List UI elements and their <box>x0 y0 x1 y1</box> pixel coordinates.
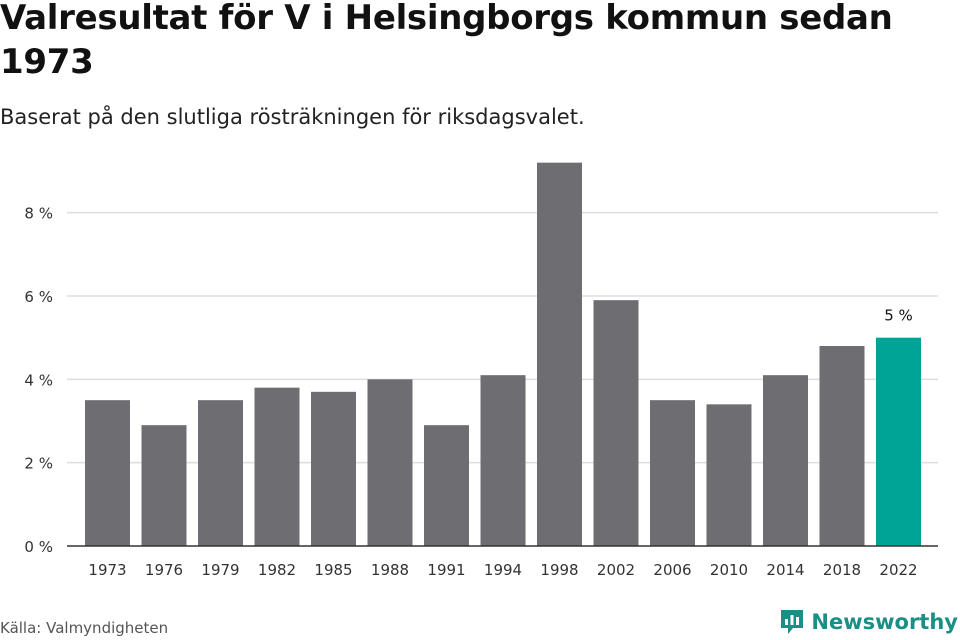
bar <box>198 400 243 546</box>
x-tick-label: 1982 <box>258 561 296 579</box>
bar <box>763 375 808 546</box>
bar <box>311 391 356 546</box>
bar <box>593 300 639 546</box>
bar <box>85 400 130 546</box>
newsworthy-logo-icon <box>781 610 804 634</box>
bar <box>706 404 752 546</box>
chart-subtitle: Baserat på den slutliga rösträkningen fö… <box>0 105 585 129</box>
x-tick-label: 1988 <box>371 561 409 579</box>
x-tick-label: 2018 <box>823 561 861 579</box>
x-tick-label: 2010 <box>710 561 748 579</box>
x-tick-label: 2014 <box>766 561 804 579</box>
bar <box>650 400 695 546</box>
bar <box>424 425 469 546</box>
x-tick-label: 1979 <box>201 561 239 579</box>
brand-name: Newsworthy <box>811 610 958 634</box>
y-tick-label: 8 % <box>24 205 53 223</box>
y-tick-label: 0 % <box>24 538 53 556</box>
y-tick-label: 2 % <box>24 455 53 473</box>
x-tick-label: 2006 <box>653 561 691 579</box>
bar <box>876 337 921 546</box>
x-tick-label: 2022 <box>879 561 917 579</box>
x-tick-label: 1985 <box>314 561 352 579</box>
bar-chart: 0 % 2 % 4 % 6 % 8 % 1973 1976 1979 1982 1985 1988 1… <box>24 162 938 579</box>
bar <box>819 346 865 546</box>
bar <box>480 375 526 546</box>
x-tick-label: 1994 <box>484 561 522 579</box>
brand-logo: Newsworthy <box>779 608 958 636</box>
x-tick-label: 1976 <box>145 561 183 579</box>
x-tick-label: 1998 <box>540 561 578 579</box>
data-label: 5 % <box>884 307 913 325</box>
bar <box>141 425 187 546</box>
bar <box>367 379 413 546</box>
x-tick-label: 1973 <box>88 561 126 579</box>
bar <box>254 387 300 546</box>
x-tick-label: 1991 <box>427 561 465 579</box>
bar <box>537 162 582 546</box>
y-tick-label: 4 % <box>24 371 53 389</box>
x-tick-label: 2002 <box>597 561 635 579</box>
source-note: Källa: Valmyndigheten <box>0 619 169 637</box>
y-tick-label: 6 % <box>24 288 53 306</box>
chart-title: Valresultat för V i Helsingborgs kommun … <box>0 0 893 82</box>
